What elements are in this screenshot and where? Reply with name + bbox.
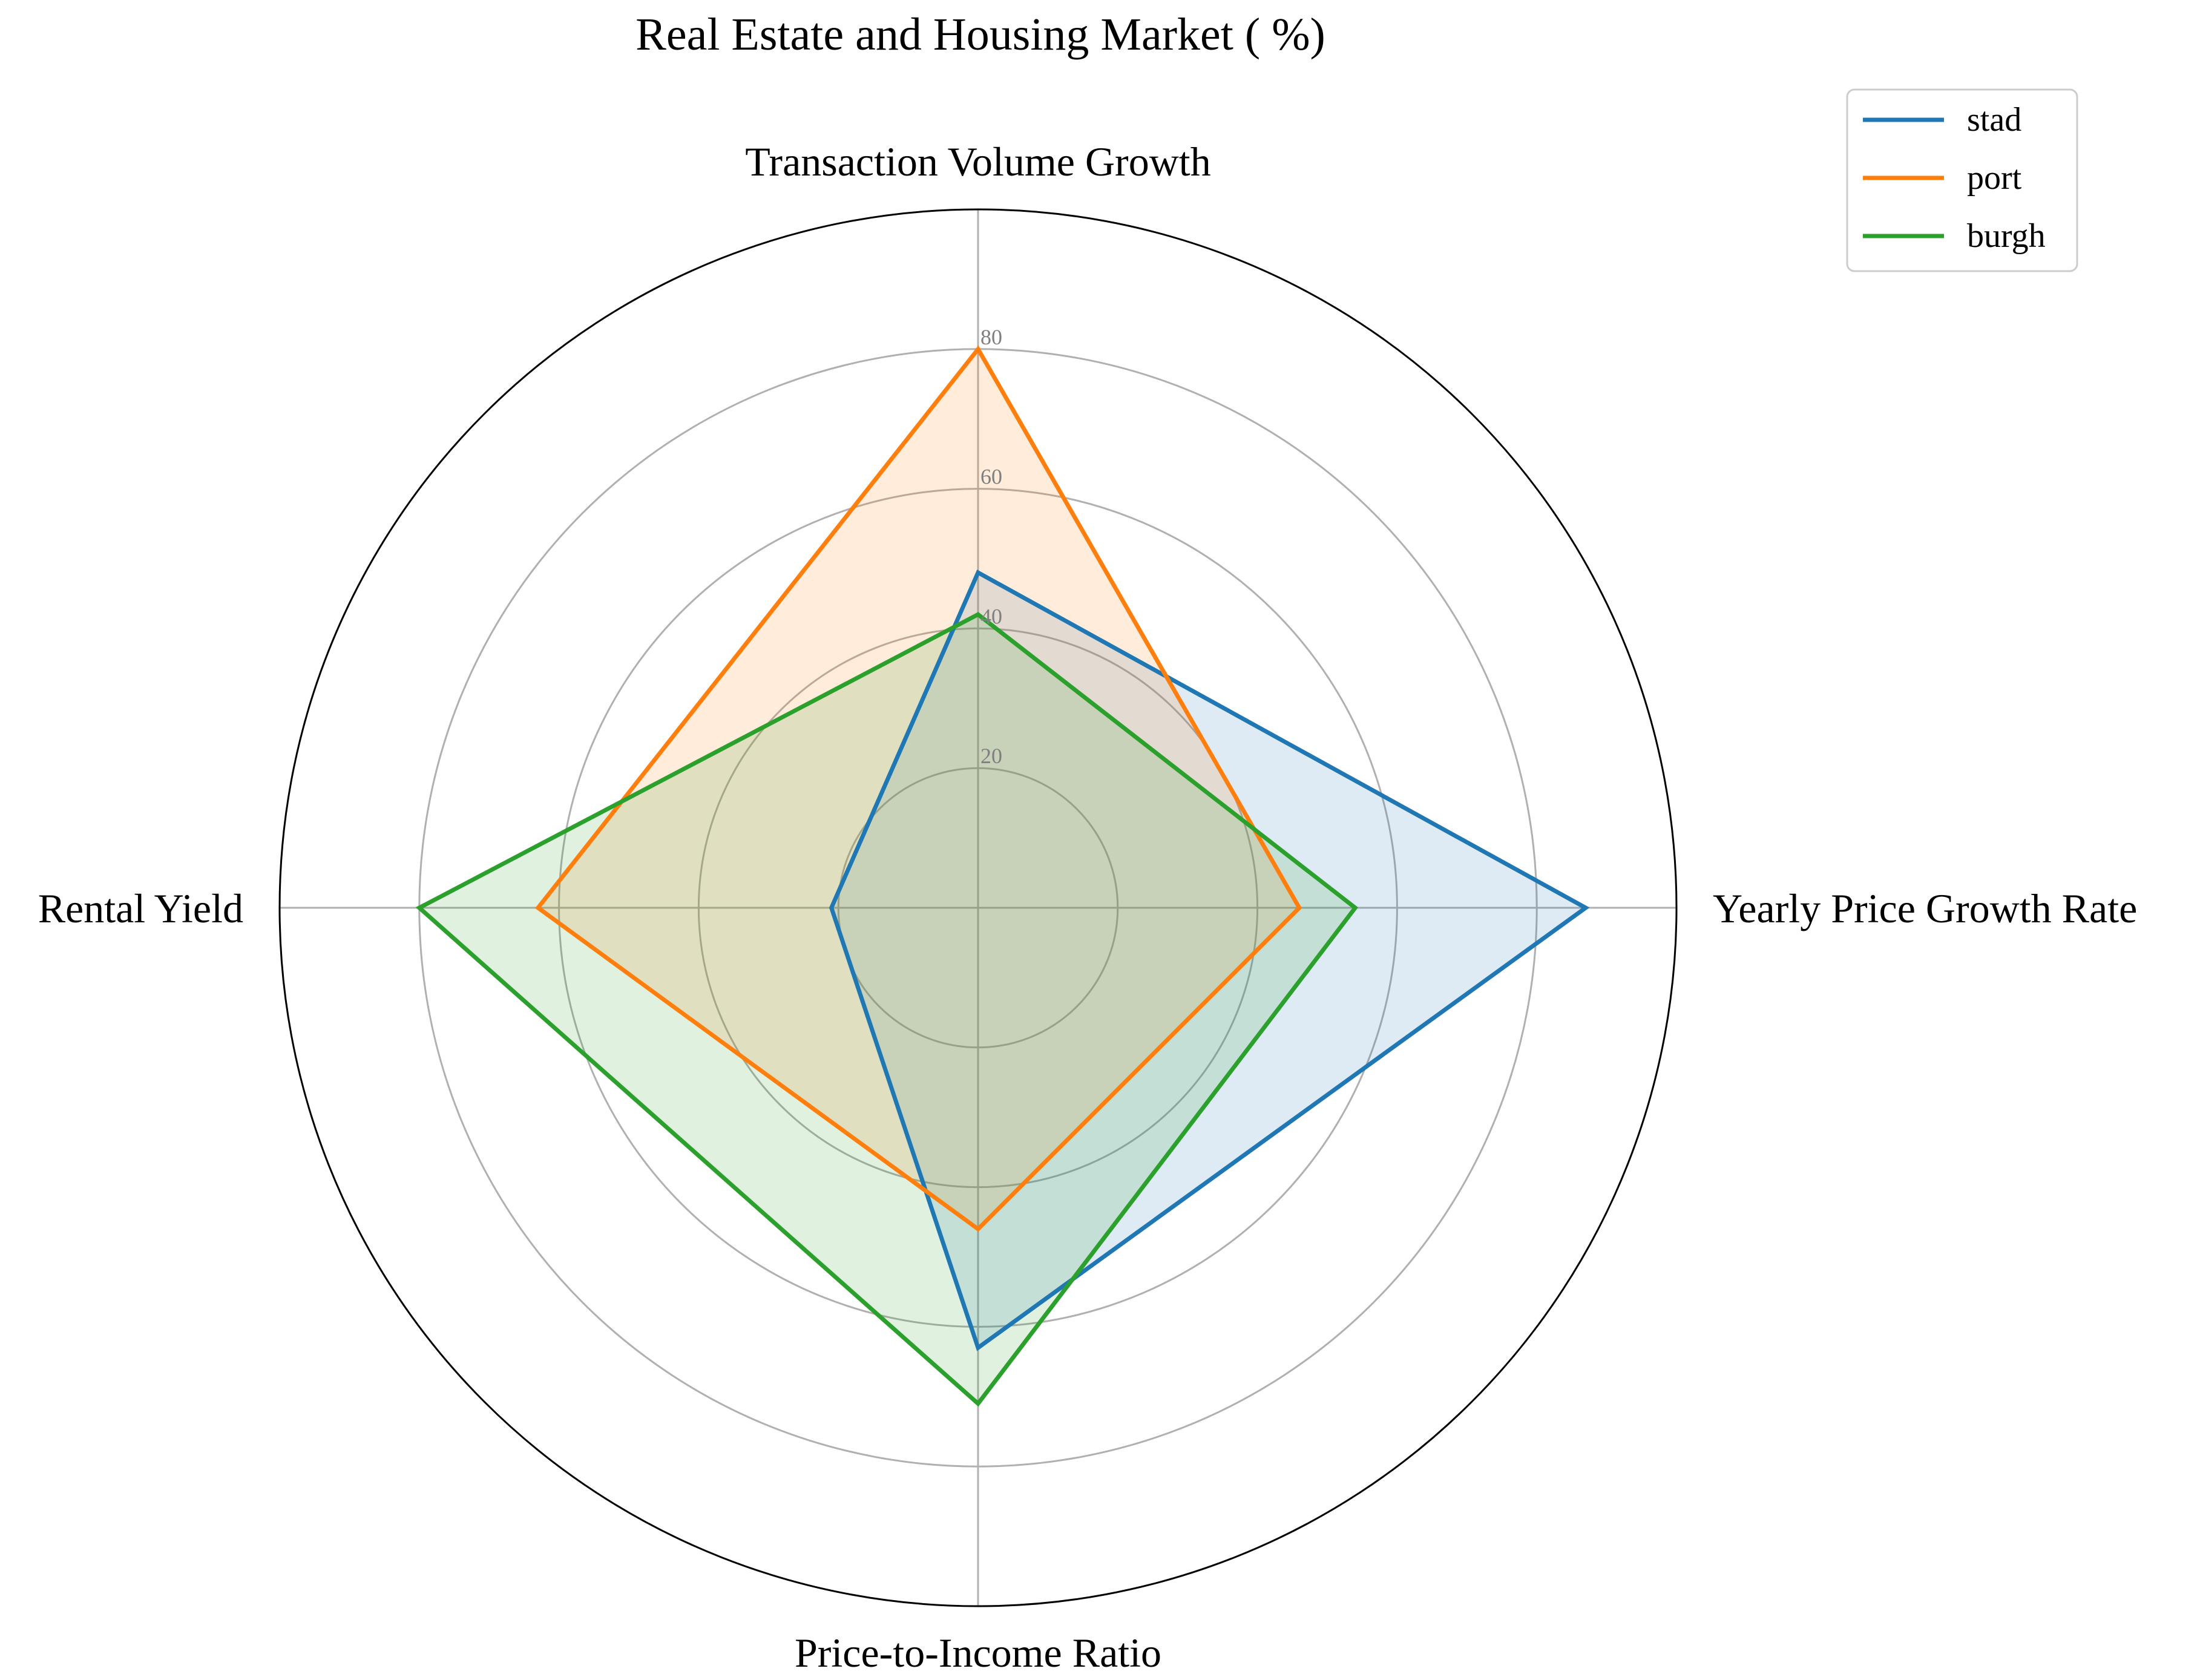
axis-label: Rental Yield [38,885,243,931]
series-fill-port [538,349,1299,1229]
legend: stad port burgh [1846,88,2078,272]
series-lines [415,345,1590,1407]
series-line-stad [829,569,1590,1351]
series-fill-burgh [419,614,1356,1404]
series-fill-stad [831,573,1586,1348]
axis-label: Yearly Price Growth Rate [1713,885,2137,931]
legend-label-burgh: burgh [1967,217,2046,255]
axis-label: Transaction Volume Growth [745,139,1210,185]
series-fills [419,349,1586,1404]
legend-frame [1846,88,2078,272]
legend-label-port: port [1967,159,2022,197]
radial-tick-labels: 20 40 60 80 [980,325,1002,768]
tick-label-60: 60 [980,465,1002,489]
series-line-port [535,345,1302,1232]
axis-label: Price-to-Income Ratio [795,1630,1161,1676]
outer-frame [278,208,1678,1607]
axis-labels: Transaction Volume Growth Yearly Price Gr… [38,139,2138,1676]
tick-label-40: 40 [980,604,1002,628]
tick-label-80: 80 [980,325,1002,349]
legend-label-stad: stad [1967,101,2021,139]
tick-label-20: 20 [980,744,1002,768]
chart-title: Real Estate and Housing Market ( %) [635,9,1325,60]
series-line-burgh [415,612,1359,1407]
